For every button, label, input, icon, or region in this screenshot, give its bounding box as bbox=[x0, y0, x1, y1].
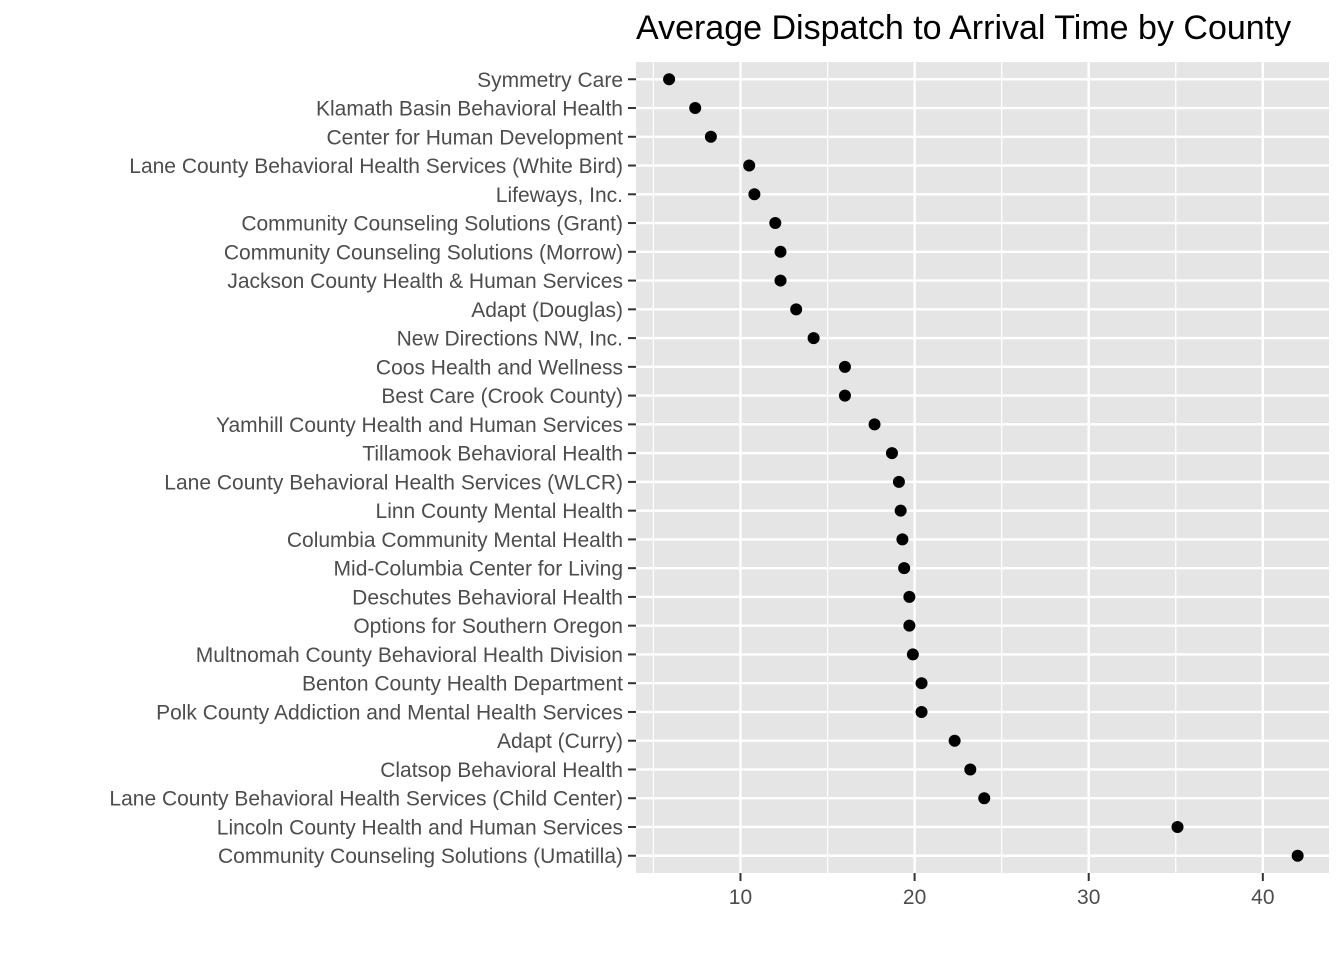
data-point bbox=[906, 648, 919, 661]
data-point bbox=[838, 360, 851, 373]
y-tick-label: Best Care (Crook County) bbox=[381, 385, 623, 408]
y-tick-label: Community Counseling Solutions (Umatilla… bbox=[218, 845, 623, 868]
data-point bbox=[898, 562, 911, 575]
y-tick-label: Benton County Health Department bbox=[302, 673, 623, 696]
data-point bbox=[868, 418, 881, 431]
y-tick-label: Deschutes Behavioral Health bbox=[352, 586, 623, 609]
data-point bbox=[915, 677, 928, 690]
chart-title: Average Dispatch to Arrival Time by Coun… bbox=[636, 9, 1291, 47]
y-tick-label: Symmetry Care bbox=[477, 69, 623, 92]
data-point bbox=[774, 245, 787, 258]
y-tick-label: Columbia Community Mental Health bbox=[287, 529, 623, 552]
data-point bbox=[1291, 849, 1304, 862]
y-tick-label: Options for Southern Oregon bbox=[353, 615, 623, 638]
y-tick-label: Lifeways, Inc. bbox=[496, 184, 623, 207]
y-tick-label: Yamhill County Health and Human Services bbox=[216, 414, 623, 437]
data-point bbox=[689, 102, 702, 115]
y-tick-label: Mid-Columbia Center for Living bbox=[334, 558, 623, 581]
data-point bbox=[903, 619, 916, 632]
y-tick-label: Clatsop Behavioral Health bbox=[380, 759, 623, 782]
y-tick-label: Polk County Addiction and Mental Health … bbox=[156, 701, 623, 724]
y-tick-label: Klamath Basin Behavioral Health bbox=[316, 98, 623, 121]
y-tick-label: Adapt (Curry) bbox=[497, 730, 623, 753]
y-tick-label: Lane County Behavioral Health Services (… bbox=[109, 788, 623, 811]
data-point bbox=[885, 447, 898, 460]
x-tick-label: 30 bbox=[1077, 886, 1100, 909]
y-tick-label: Adapt (Douglas) bbox=[471, 299, 623, 322]
data-point bbox=[896, 533, 909, 546]
data-point bbox=[948, 734, 961, 747]
y-tick-label: Lane County Behavioral Health Services (… bbox=[129, 155, 623, 178]
data-point bbox=[663, 73, 676, 86]
data-points bbox=[663, 73, 1304, 862]
data-point bbox=[915, 705, 928, 718]
x-axis: 10 20 30 40 bbox=[729, 873, 1275, 909]
data-point bbox=[769, 217, 782, 230]
y-tick-label: Center for Human Development bbox=[327, 126, 624, 149]
y-tick-label: Linn County Mental Health bbox=[376, 500, 623, 523]
y-tick-label: Tillamook Behavioral Health bbox=[362, 443, 623, 466]
data-point bbox=[838, 389, 851, 402]
data-point bbox=[903, 590, 916, 603]
data-point bbox=[978, 792, 991, 805]
data-point bbox=[774, 274, 787, 287]
y-tick-label: Community Counseling Solutions (Morrow) bbox=[224, 241, 623, 264]
y-tick-label: Lane County Behavioral Health Services (… bbox=[164, 471, 623, 494]
y-axis: Symmetry Care Klamath Basin Behavioral He… bbox=[109, 69, 636, 868]
gridlines bbox=[636, 62, 1329, 873]
data-point bbox=[894, 504, 907, 517]
data-point bbox=[748, 188, 761, 201]
y-tick-label: Jackson County Health & Human Services bbox=[227, 270, 623, 293]
data-point bbox=[704, 130, 717, 143]
y-tick-label: Community Counseling Solutions (Grant) bbox=[241, 213, 623, 236]
y-tick-label: New Directions NW, Inc. bbox=[397, 328, 623, 351]
data-point bbox=[1171, 820, 1184, 833]
data-point bbox=[964, 763, 977, 776]
y-tick-label: Coos Health and Wellness bbox=[376, 356, 623, 379]
x-tick-label: 10 bbox=[729, 886, 752, 909]
y-tick-label: Multnomah County Behavioral Health Divis… bbox=[196, 644, 623, 667]
data-point bbox=[790, 303, 803, 316]
x-tick-label: 40 bbox=[1251, 886, 1274, 909]
data-point bbox=[807, 332, 820, 345]
x-tick-label: 20 bbox=[903, 886, 926, 909]
data-point bbox=[743, 159, 756, 172]
y-tick-label: Lincoln County Health and Human Services bbox=[217, 816, 623, 839]
data-point bbox=[892, 475, 905, 488]
